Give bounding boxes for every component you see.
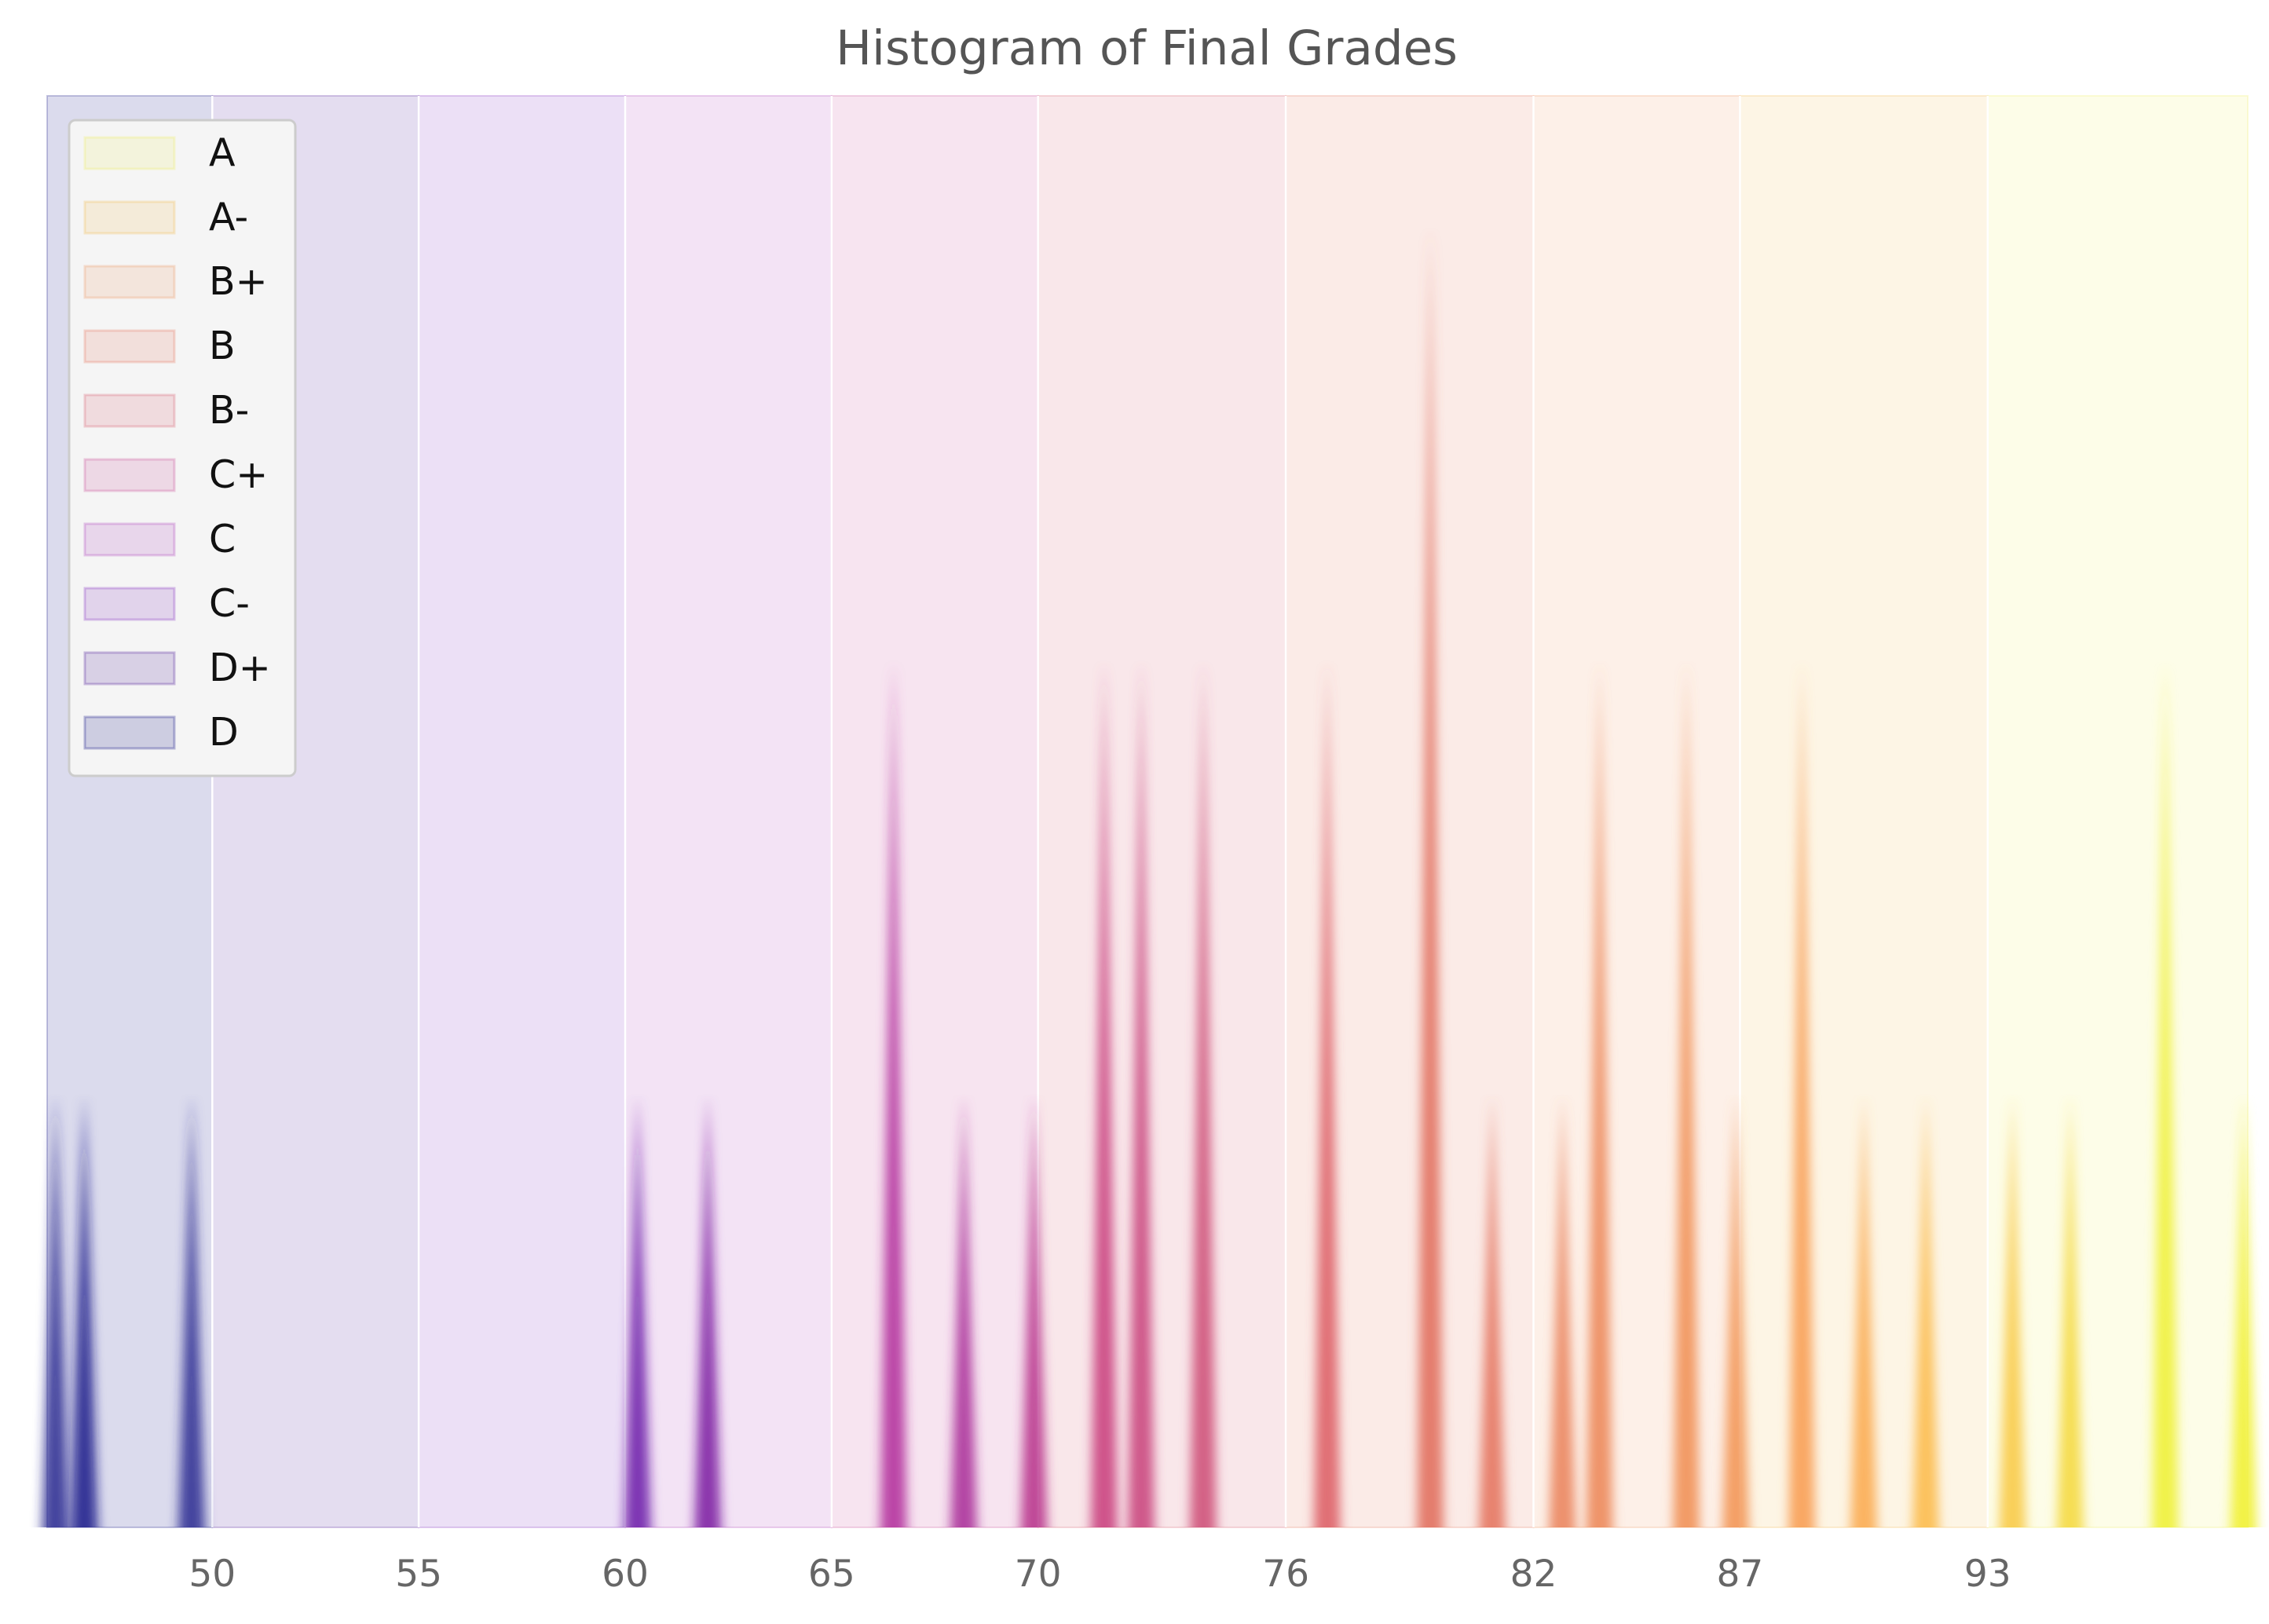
histogram-bar — [42, 1093, 69, 1527]
histogram-bar — [950, 1093, 977, 1527]
histogram-bar — [2152, 660, 2179, 1527]
legend-swatch — [83, 136, 176, 170]
x-tick-label: 70 — [1015, 1553, 1062, 1596]
x-tick-label: 76 — [1262, 1553, 1309, 1596]
grade-band-c — [624, 95, 833, 1528]
x-gridlines — [211, 96, 1989, 1527]
x-tick-label: 93 — [1964, 1553, 2011, 1596]
histogram-bar — [1313, 660, 1341, 1527]
histogram-bar — [1673, 660, 1700, 1527]
histogram-bars — [42, 225, 2257, 1527]
legend-swatch — [83, 200, 176, 235]
x-tick-label: 65 — [808, 1553, 855, 1596]
histogram-bar — [1417, 225, 1444, 1527]
histogram-bar — [178, 1093, 205, 1527]
legend-label: A- — [209, 195, 248, 240]
histogram-bar — [1586, 660, 1613, 1527]
legend-swatch — [83, 522, 176, 557]
histogram-bar — [694, 1093, 721, 1527]
histogram-bar — [1912, 1093, 1939, 1527]
chart-title: Histogram of Final Grades — [836, 20, 1458, 76]
x-tick-label: 50 — [188, 1553, 236, 1596]
grade-band-c-minus — [418, 95, 626, 1528]
histogram-bar — [2057, 1093, 2084, 1527]
legend-label: D+ — [209, 646, 271, 690]
histogram-bar — [1788, 660, 1816, 1527]
legend-frame — [68, 119, 297, 777]
histogram-bar — [880, 660, 907, 1527]
grade-band-c-plus — [830, 95, 1039, 1528]
legend-label: C- — [209, 581, 250, 626]
histogram-bar — [1999, 1093, 2026, 1527]
legend-label: C+ — [209, 452, 268, 497]
histogram-bar — [1190, 660, 1217, 1527]
legend-swatch — [83, 329, 176, 364]
histogram-bar — [1850, 1093, 1877, 1527]
histogram-bar — [71, 1093, 98, 1527]
histogram-bar — [1722, 1093, 1749, 1527]
legend-label: B — [209, 324, 236, 368]
legend-swatch — [83, 651, 176, 686]
grade-band-b-minus — [1037, 95, 1287, 1528]
legend: A A- B+ B B- C+ C C- D+ D — [68, 119, 297, 777]
legend-label: B- — [209, 388, 249, 433]
x-tick-label: 87 — [1716, 1553, 1763, 1596]
legend-swatch — [83, 265, 176, 299]
x-tick-label: 82 — [1510, 1553, 1557, 1596]
histogram-bar — [624, 1093, 651, 1527]
histogram-bar — [1090, 660, 1118, 1527]
histogram-bar — [1549, 1093, 1576, 1527]
legend-label: C — [209, 517, 236, 561]
histogram-bar — [1479, 1093, 1506, 1527]
legend-swatch — [83, 393, 176, 428]
legend-swatch — [83, 587, 176, 621]
x-axis-ticks: 50 55 60 65 70 76 82 87 93 — [188, 1553, 2011, 1596]
histogram-bar — [2230, 1093, 2257, 1527]
legend-label: D — [209, 710, 239, 755]
legend-label: B+ — [209, 259, 268, 304]
legend-label: A — [209, 130, 236, 175]
x-tick-label: 55 — [395, 1553, 442, 1596]
histogram-bar — [1128, 660, 1155, 1527]
legend-swatch — [83, 715, 176, 750]
histogram-bar — [1020, 1093, 1048, 1527]
grade-band-a — [1986, 95, 2249, 1528]
legend-swatch — [83, 458, 176, 492]
x-tick-label: 60 — [602, 1553, 649, 1596]
